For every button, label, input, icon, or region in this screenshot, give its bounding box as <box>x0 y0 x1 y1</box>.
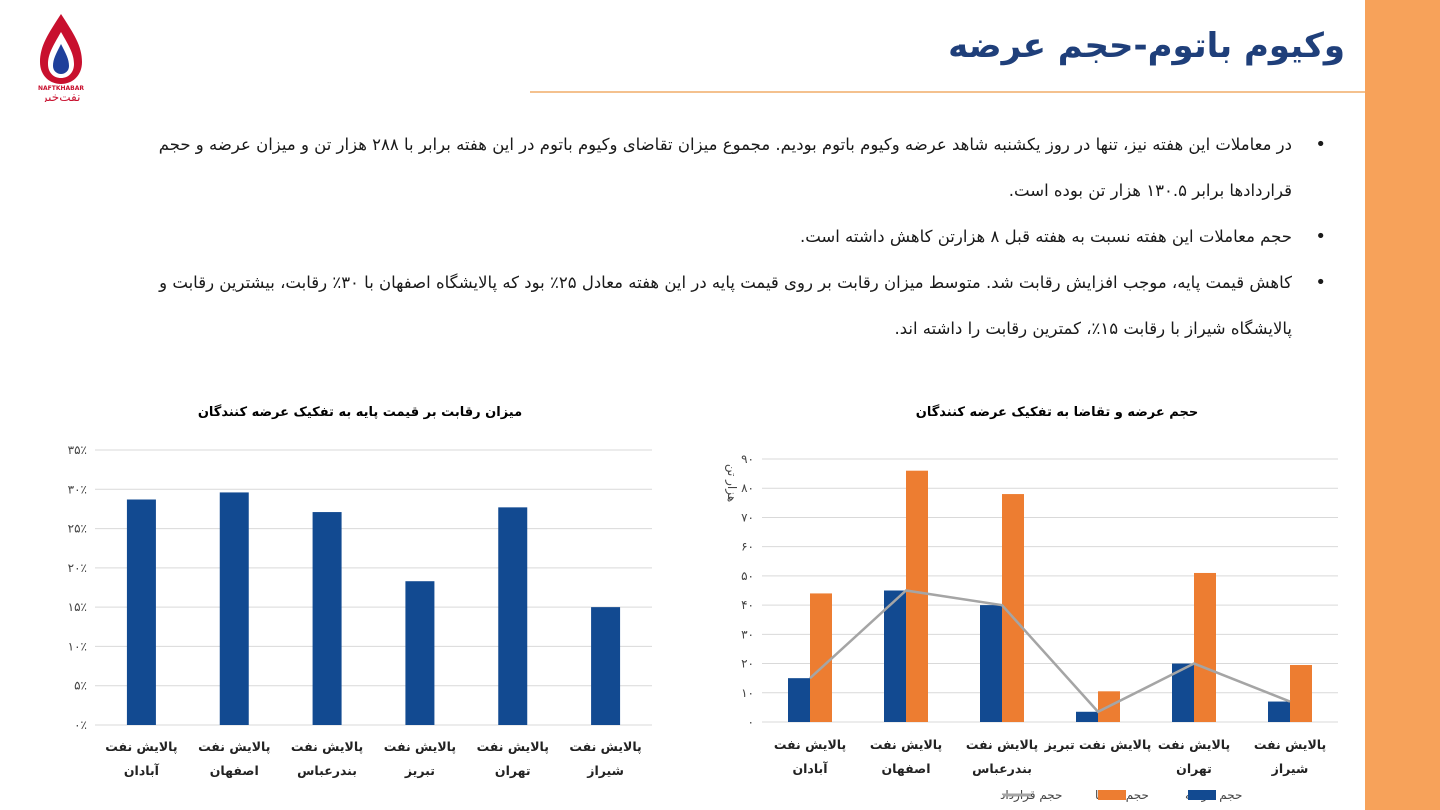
supply-bar <box>1172 663 1194 722</box>
category-label: پالایش نفت <box>1254 737 1326 752</box>
chart-title: میزان رقابت بر قیمت پایه به تفکیک عرضه ک… <box>198 404 522 420</box>
naftkhabar-logo: NAFTKHABAR نفت‌خبر <box>26 10 96 105</box>
supply-bar <box>1268 701 1290 722</box>
category-label: پالایش نفت <box>198 739 270 754</box>
contract-line <box>809 589 1291 714</box>
demand-bar <box>810 593 832 722</box>
legend-demand-swatch <box>1098 790 1126 800</box>
competition-bar <box>312 512 342 725</box>
category-label: پالایش نفت <box>870 737 942 752</box>
category-label: اصفهان <box>210 763 259 778</box>
page-title: وکیوم باتوم-حجم عرضه <box>948 26 1345 66</box>
supply-bar <box>980 605 1002 722</box>
supply-bar <box>884 590 906 722</box>
category-label: بندرعباس <box>297 763 357 778</box>
y-tick-label: ۱۵٪ <box>68 600 87 614</box>
y-axis-title: هزار تن <box>724 464 739 502</box>
y-tick-label: ۳۰ <box>741 627 754 641</box>
demand-bar <box>906 470 928 722</box>
title-divider <box>530 91 1365 93</box>
supply-demand-chart: حجم عرضه و تقاضا به تفکیک عرضه کنندگان ۰… <box>724 404 1338 803</box>
y-tick-label: ۱۰٪ <box>68 639 87 653</box>
y-tick-label: ۵٪ <box>74 679 87 693</box>
category-label: تهران <box>1176 761 1212 776</box>
category-label: شیراز <box>586 763 624 778</box>
category-label: پالایش نفت <box>384 739 456 754</box>
category-label: آبادان <box>792 761 828 776</box>
competition-bar <box>219 492 249 725</box>
category-label: آبادان <box>124 763 160 778</box>
bullet-item: کاهش قیمت پایه، موجب افزایش رقابت شد. مت… <box>117 260 1326 352</box>
legend-contract-label: حجم قرارداد <box>1000 788 1062 803</box>
category-label: پالایش نفت <box>291 739 363 754</box>
competition-bar <box>405 581 435 725</box>
y-tick-label: ۳۵٪ <box>68 443 87 457</box>
category-label: پالایش نفت <box>477 739 549 754</box>
demand-bar <box>1290 665 1312 722</box>
y-tick-label: ۰ <box>748 715 754 729</box>
category-label: شیراز <box>1271 761 1309 776</box>
y-tick-label: ۸۰ <box>741 481 754 495</box>
y-tick-label: ۲۰ <box>741 657 754 671</box>
supply-bar <box>788 678 810 722</box>
chart-title: حجم عرضه و تقاضا به تفکیک عرضه کنندگان <box>916 404 1198 420</box>
y-tick-label: ۴۰ <box>741 598 754 612</box>
category-label: تبریز <box>404 763 435 778</box>
accent-side-bar <box>1365 0 1440 810</box>
y-tick-label: ۰٪ <box>74 718 87 732</box>
category-label: پالایش نفت <box>774 737 846 752</box>
svg-text:NAFTKHABAR: NAFTKHABAR <box>38 85 84 92</box>
bullet-item: حجم معاملات این هفته نسبت به هفته قبل ۸ … <box>117 214 1326 260</box>
category-label: پالایش نفت <box>966 737 1038 752</box>
competition-bar <box>591 607 621 725</box>
competition-bar <box>126 499 156 725</box>
y-tick-label: ۶۰ <box>741 540 754 554</box>
category-label: پالایش نفت تبریز <box>1044 737 1152 752</box>
bullet-list: در معاملات این هفته نیز، تنها در روز یکش… <box>117 122 1326 352</box>
y-tick-label: ۵۰ <box>741 569 754 583</box>
y-tick-label: ۲۰٪ <box>68 561 87 575</box>
category-label: پالایش نفت <box>569 739 641 754</box>
category-label: بندرعباس <box>972 761 1032 776</box>
competition-bar-chart: میزان رقابت بر قیمت پایه به تفکیک عرضه ک… <box>68 404 652 778</box>
legend-supply-swatch <box>1188 790 1216 800</box>
demand-bar <box>1002 494 1024 722</box>
svg-text:نفت‌خبر: نفت‌خبر <box>41 90 81 102</box>
y-tick-label: ۲۵٪ <box>68 522 87 536</box>
y-tick-label: ۹۰ <box>741 452 754 466</box>
demand-bar <box>1194 572 1216 722</box>
category-label: پالایش نفت <box>1158 737 1230 752</box>
y-tick-label: ۳۰٪ <box>68 482 87 496</box>
y-tick-label: ۱۰ <box>741 686 754 700</box>
category-label: اصفهان <box>882 761 931 776</box>
competition-bar <box>498 507 528 725</box>
category-label: پالایش نفت <box>105 739 177 754</box>
supply-bar <box>1076 711 1098 722</box>
bullet-item: در معاملات این هفته نیز، تنها در روز یکش… <box>117 122 1326 214</box>
y-tick-label: ۷۰ <box>741 510 754 524</box>
category-label: تهران <box>495 763 531 778</box>
